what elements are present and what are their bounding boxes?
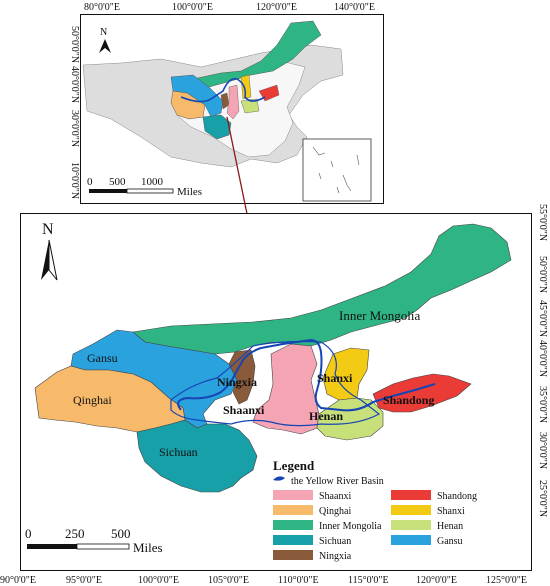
- inset-yellow-river: [180, 77, 266, 103]
- yellow-river: [177, 338, 436, 412]
- province-shaanxi: [252, 343, 320, 435]
- main-right-tick: 30°0'0"N: [537, 432, 548, 470]
- inset-map-svg: N 0 500 1000 Miles: [82, 20, 372, 202]
- main-right-tick: 45°0'0"N: [537, 300, 548, 338]
- province-shandong: [372, 373, 472, 413]
- main-north-arrow: N: [41, 221, 58, 281]
- main-bottom-tick: 120°0'0"E: [416, 575, 457, 586]
- inset-qinghai: [170, 90, 206, 120]
- legend-swatch-qinghai: [273, 505, 313, 515]
- legend-swatch-gansu: [391, 535, 431, 545]
- inset-henan: [240, 98, 260, 114]
- inset-scale-unit: Miles: [177, 186, 202, 198]
- inset-top-tick: 100°0'0"E: [172, 2, 213, 13]
- main-bottom-tick: 105°0'0"E: [208, 575, 249, 586]
- legend-label-shanxi: Shanxi: [437, 506, 465, 517]
- label-inner-mongolia: Inner Mongolia: [339, 308, 420, 323]
- main-bottom-tick: 95°0'0"E: [66, 575, 102, 586]
- label-henan: Henan: [309, 409, 343, 423]
- main-scale-500: 500: [111, 526, 131, 541]
- legend-swatch-ningxia: [273, 550, 313, 560]
- label-shaanxi: Shaanxi: [223, 403, 265, 417]
- inset-south-sea-box: [302, 138, 372, 202]
- main-right-tick: 55°0'0"N: [537, 204, 548, 242]
- legend-swatch-sichuan: [273, 535, 313, 545]
- main-right-tick: 50°0'0"N: [537, 256, 548, 294]
- main-right-tick: 25°0'0"N: [537, 480, 548, 518]
- main-bottom-tick: 125°0'0"E: [486, 575, 527, 586]
- legend-label-shaanxi: Shaanxi: [319, 491, 351, 502]
- main-scale-bar: 0 250 500 Miles: [25, 526, 163, 555]
- main-bottom-tick: 100°0'0"E: [138, 575, 179, 586]
- inset-north-arrow: N: [99, 27, 111, 53]
- inset-shaanxi: [226, 84, 240, 120]
- legend-swatch-shandong: [391, 490, 431, 500]
- province-sichuan: [136, 419, 258, 493]
- province-ningxia: [228, 349, 256, 405]
- legend-label-shandong: Shandong: [437, 491, 477, 502]
- legend-river-label: the Yellow River Basin: [291, 476, 384, 487]
- label-qinghai: Qinghai: [73, 393, 112, 407]
- legend-swatch-inner-mongolia: [273, 520, 313, 530]
- inset-north-label: N: [100, 27, 107, 38]
- inset-scale-1000: 1000: [141, 176, 164, 188]
- label-shanxi: Shanxi: [317, 371, 353, 385]
- label-sichuan: Sichuan: [159, 445, 198, 459]
- main-scale-0: 0: [25, 526, 32, 541]
- inset-top-tick: 80°0'0"E: [84, 2, 120, 13]
- main-right-tick: 35°0'0"N: [537, 386, 548, 424]
- inset-shanxi: [240, 74, 252, 100]
- legend-label-gansu: Gansu: [437, 536, 463, 547]
- legend-label-inner-mongolia: Inner Mongolia: [319, 521, 382, 532]
- legend-swatch-shanxi: [391, 505, 431, 515]
- inset-scale-bar: 0 500 1000 Miles: [87, 176, 202, 198]
- legend-title: Legend: [273, 458, 315, 473]
- label-gansu: Gansu: [87, 351, 118, 365]
- inset-scale-0: 0: [87, 176, 93, 188]
- label-ningxia: Ningxia: [217, 375, 257, 389]
- main-right-tick: 40°0'0"N: [537, 340, 548, 378]
- main-north-label: N: [42, 221, 54, 238]
- main-bottom-tick: 90°0'0"E: [0, 575, 36, 586]
- inset-top-tick: 140°0'0"E: [334, 2, 375, 13]
- legend-label-qinghai: Qinghai: [319, 506, 351, 517]
- legend-swatch-shaanxi: [273, 490, 313, 500]
- province-shanxi: [322, 347, 370, 401]
- inset-map: N 0 500 1000 Miles: [80, 14, 384, 204]
- inset-scale-500: 500: [109, 176, 126, 188]
- province-inner-mongolia: [132, 223, 512, 355]
- legend-swatch-henan: [391, 520, 431, 530]
- main-scale-250: 250: [65, 526, 85, 541]
- inset-sichuan: [202, 114, 232, 140]
- main-scale-unit: Miles: [133, 540, 163, 555]
- main-map-svg: Inner Mongolia Gansu Qinghai Ningxia Sha…: [25, 221, 512, 562]
- main-bottom-tick: 110°0'0"E: [278, 575, 319, 586]
- main-bottom-tick: 115°0'0"E: [348, 575, 389, 586]
- legend: Legend the Yellow River Basin Shaanxi Qin…: [273, 458, 477, 562]
- legend-label-sichuan: Sichuan: [319, 536, 351, 547]
- yellow-river-basin-outline: [170, 340, 381, 427]
- label-shandong: Shandong: [383, 393, 434, 407]
- inset-top-tick: 120°0'0"E: [256, 2, 297, 13]
- legend-label-henan: Henan: [437, 521, 463, 532]
- legend-river-swatch: [273, 476, 285, 481]
- legend-label-ningxia: Ningxia: [319, 551, 352, 562]
- main-map: Inner Mongolia Gansu Qinghai Ningxia Sha…: [20, 213, 532, 571]
- inset-south-sea-islands: [312, 146, 360, 194]
